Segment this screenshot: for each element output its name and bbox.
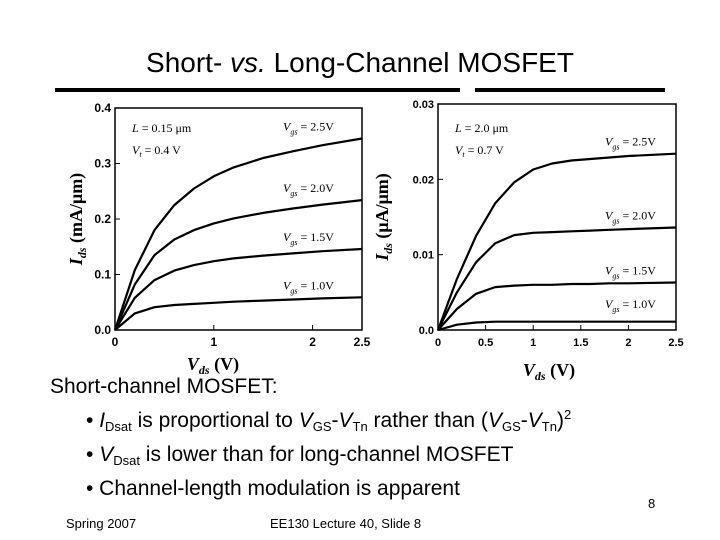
chart-1-param-label: Vt = 0.4 V (132, 143, 181, 159)
chart-1-series-2.5V (113, 137, 363, 331)
chart-1-x-tick-label: 2 (309, 335, 316, 349)
chart-1-series-label: Vgs = 1.0V (283, 278, 334, 295)
bullet-1-sub-gs: GS (312, 419, 332, 434)
chart-2-param-label: Vt = 0.7 V (455, 143, 504, 159)
title-part-1: Short- (146, 47, 231, 78)
bullet-1-sub-gs-2: GS (501, 419, 521, 434)
chart-2-series-2V (437, 226, 677, 331)
chart-1-series-label: Vgs = 1.5V (283, 230, 334, 247)
chart-2-param-label: L = 2.0 μm (454, 121, 509, 135)
bullet-1-sup: 2 (563, 407, 572, 422)
chart-2-x-tick-label: 1.5 (573, 337, 588, 349)
chart-1-series-1V (114, 296, 363, 331)
slide-title: Short- vs. Long-Channel MOSFET (0, 47, 720, 79)
bullet-2-text: is lower than for long-channel MOSFET (139, 443, 514, 466)
title-part-3: Long-Channel MOSFET (265, 47, 574, 78)
bullet-3: • Channel-length modulation is apparent (86, 477, 460, 500)
chart-1-x-tick-label: 1 (210, 335, 217, 349)
chart-2-series-label: Vgs = 1.0V (605, 297, 656, 314)
chart-1-series-2V (113, 199, 363, 331)
chart-2-x-tick-label: 2.5 (668, 337, 683, 349)
chart-1-x-tick-label: 0 (112, 335, 119, 349)
chart-1-y-tick-label: 0.2 (94, 212, 111, 226)
chart-1-series-label: Vgs = 2.5V (283, 120, 334, 137)
chart-2-y-tick-label: 0.0 (419, 325, 434, 337)
chart-2-y-axis-title: Ids (μA/μm) (372, 173, 395, 262)
chart-1-series-label: Vgs = 2.0V (283, 181, 334, 198)
bullet-1-text-2: rather than ( (367, 409, 488, 432)
chart-1-frame (114, 107, 363, 331)
chart-2-series-label: Vgs = 1.5V (605, 264, 656, 281)
chart-2-series-2.5V (436, 152, 677, 331)
chart-1-y-tick-label: 0.0 (94, 323, 111, 337)
chart-2-frame (437, 103, 677, 331)
bullet-2-v: V (99, 443, 114, 466)
bullet-1-v2: V (338, 409, 353, 432)
bullet-1-sub-tn: Tn (352, 419, 368, 434)
footer-date: Spring 2007 (66, 516, 137, 531)
bullet-2-marker: • (86, 443, 100, 466)
bullet-1-sub-dsat: Dsat (105, 419, 132, 434)
bullet-1-i: I (99, 409, 106, 432)
bullet-heading: Short-channel MOSFET: (50, 375, 278, 398)
title-rule-right (475, 88, 665, 92)
chart-2-series-label: Vgs = 2.5V (605, 135, 656, 152)
bullet-1-v1: V (298, 409, 313, 432)
chart-2-x-tick-label: 0.5 (478, 337, 493, 349)
bullet-1-sub-tn-2: Tn (541, 419, 557, 434)
bullet-1-v4: V (527, 409, 542, 432)
bullet-list: Short-channel MOSFET: • IDsat is proport… (50, 373, 571, 503)
chart-2-x-tick-label: 2 (625, 337, 631, 349)
chart-2-y-tick-label: 0.01 (413, 250, 434, 262)
chart-2-series-label: Vgs = 2.0V (605, 209, 656, 226)
chart-1-x-axis-title: Vds (V) (187, 354, 239, 377)
bullet-1-v3: V (487, 409, 502, 432)
bullet-1: • IDsat is proportional to VGS-VTn rathe… (86, 401, 571, 441)
bullet-1-text-1: is proportional to (131, 409, 299, 432)
bullet-1-marker: • (86, 409, 100, 432)
bullet-1-dash-1: - (331, 409, 339, 432)
chart-1-y-tick-label: 0.4 (94, 101, 111, 115)
chart-1-y-axis-title: Ids (mA/μm) (66, 173, 89, 266)
title-part-vs: vs. (230, 47, 266, 78)
bullet-1-dash-2: - (520, 409, 528, 432)
bullet-2: • VDsat is lower than for long-channel M… (86, 441, 571, 475)
bullet-2-sub: Dsat (113, 453, 140, 468)
chart-1-x-tick-label: 2.5 (354, 335, 371, 349)
chart-2-y-tick-label: 0.02 (413, 174, 434, 186)
page-number: 8 (648, 496, 656, 511)
bullet-1-close: ) (556, 409, 564, 432)
chart-2-y-tick-label: 0.03 (413, 99, 434, 111)
chart-1-y-tick-label: 0.3 (94, 157, 111, 171)
footer-lecture: EE130 Lecture 40, Slide 8 (270, 516, 422, 531)
chart-2-x-tick-label: 0 (435, 337, 441, 349)
chart-2-x-tick-label: 1 (530, 337, 536, 349)
chart-1-y-tick-label: 0.1 (94, 268, 111, 282)
chart-2-series-1V (437, 320, 676, 332)
title-rule-left (55, 88, 460, 92)
chart-1-param-label: L = 0.15 μm (131, 121, 192, 135)
chart-2-series-1.5V (437, 281, 677, 331)
chart-1-series-1.5V (114, 247, 363, 331)
chart-2-x-axis-title: Vds (V) (523, 360, 575, 383)
